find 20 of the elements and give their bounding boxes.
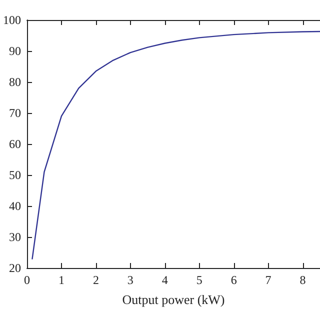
y-tick-label: 50 [9, 168, 21, 182]
x-axis-title: Output power (kW) [122, 292, 225, 307]
x-tick-label: 0 [24, 273, 30, 287]
y-tick-label: 90 [9, 44, 21, 58]
x-tick-label: 6 [230, 273, 237, 287]
x-tick-label: 7 [265, 273, 272, 287]
y-tick-label: 20 [9, 261, 21, 275]
x-tick-label: 4 [162, 273, 168, 287]
x-tick-label: 5 [196, 273, 202, 287]
y-tick-label: 80 [9, 75, 21, 89]
y-tick-label: 30 [9, 230, 21, 244]
x-tick-label: 8 [300, 273, 306, 287]
y-tick-label: 70 [9, 106, 21, 120]
x-tick-label: 2 [92, 273, 99, 287]
x-tick-label: 3 [127, 273, 134, 287]
y-tick-label: 40 [9, 199, 21, 213]
line-series [32, 30, 320, 260]
y-tick-label: 60 [9, 137, 21, 151]
y-tick-label: 100 [3, 13, 21, 27]
x-tick-label: 1 [58, 273, 64, 287]
